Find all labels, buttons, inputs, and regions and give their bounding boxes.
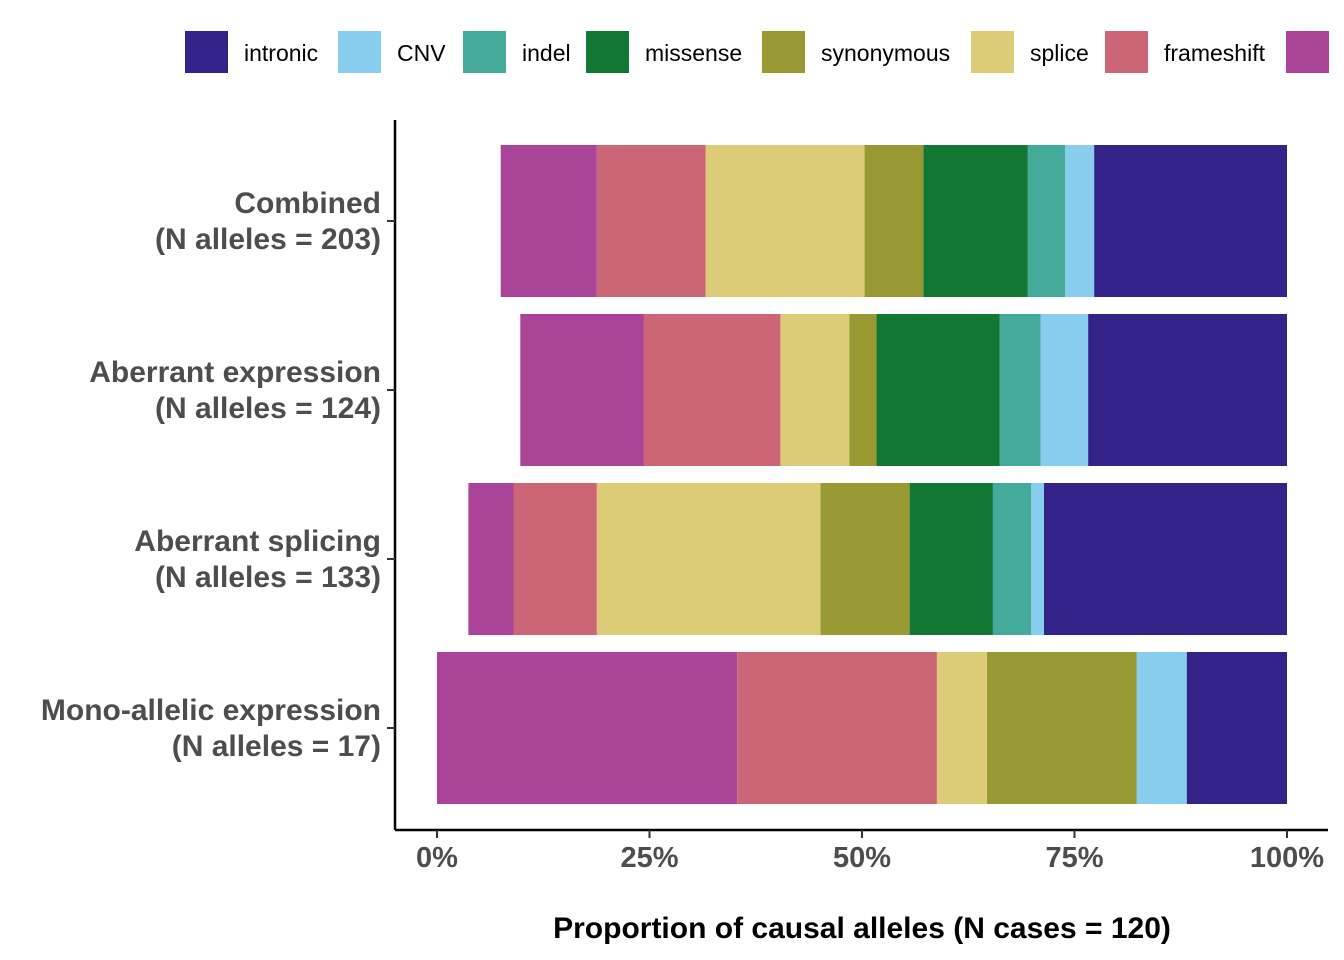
- x-tick-label: 100%: [1250, 842, 1324, 874]
- bar-segment: [596, 145, 706, 297]
- legend-label: indel: [522, 40, 571, 66]
- legend-swatch: [586, 31, 629, 73]
- y-axis-ticks: Combined(N alleles = 203) Aberrant expres…: [41, 187, 395, 763]
- legend-label: intronic: [244, 40, 318, 66]
- legend-swatch: [185, 31, 228, 73]
- category-sublabel: (N alleles = 203): [155, 223, 381, 256]
- bar-segment: [468, 483, 514, 635]
- legend-swatch: [971, 31, 1014, 73]
- legend-swatch: [1286, 31, 1329, 73]
- bar-segment: [876, 314, 1000, 466]
- bar-segment: [1043, 483, 1287, 635]
- bar-segment: [1031, 483, 1044, 635]
- legend-label: synonymous: [821, 40, 950, 66]
- bar-segment: [780, 314, 850, 466]
- category-sublabel: (N alleles = 124): [155, 392, 381, 425]
- bar-segment: [864, 145, 924, 297]
- bar-segment: [1088, 314, 1287, 466]
- bar-segment: [849, 314, 877, 466]
- bar-segment: [1186, 652, 1287, 804]
- legend: intronic CNV indel missense synonymous splice…: [185, 31, 1329, 73]
- category-label: Aberrant splicing: [134, 525, 381, 558]
- legend-swatch: [463, 31, 506, 73]
- legend-label: CNV: [397, 40, 446, 66]
- bar-segment: [923, 145, 1028, 297]
- x-axis-title: Proportion of causal alleles (N cases = …: [553, 912, 1171, 945]
- x-tick-label: 0%: [416, 842, 458, 874]
- bar-segment: [820, 483, 910, 635]
- bar-segment: [705, 145, 865, 297]
- bar-segment: [513, 483, 597, 635]
- bar-segment: [1094, 145, 1287, 297]
- x-axis-ticks: 0% 25% 50% 75% 100%: [416, 830, 1324, 874]
- bar-segment: [643, 314, 781, 466]
- bar-segment: [500, 145, 597, 297]
- legend-label: missense: [645, 40, 742, 66]
- legend-label: frameshift: [1164, 40, 1266, 66]
- x-tick-label: 75%: [1045, 842, 1103, 874]
- bar-segment: [737, 652, 937, 804]
- bar-segment: [987, 652, 1137, 804]
- bar-segment: [520, 314, 644, 466]
- bar-segment: [999, 314, 1041, 466]
- category-sublabel: (N alleles = 133): [155, 561, 381, 594]
- bar-segment: [437, 652, 737, 804]
- bar-segment: [1065, 145, 1095, 297]
- legend-label: splice: [1030, 40, 1089, 66]
- bar-segment: [1040, 314, 1089, 466]
- x-tick-label: 25%: [620, 842, 678, 874]
- plot-bars: [437, 145, 1287, 804]
- bar-segment: [936, 652, 987, 804]
- bar-segment: [596, 483, 821, 635]
- category-sublabel: (N alleles = 17): [172, 730, 381, 763]
- bar-segment: [992, 483, 1032, 635]
- category-label: Mono-allelic expression: [41, 694, 381, 727]
- bar-segment: [909, 483, 993, 635]
- legend-swatch: [762, 31, 805, 73]
- legend-swatch: [338, 31, 381, 73]
- category-label: Combined: [234, 187, 381, 220]
- bar-segment: [1136, 652, 1187, 804]
- legend-swatch: [1105, 31, 1148, 73]
- category-label: Aberrant expression: [89, 356, 381, 389]
- x-tick-label: 50%: [833, 842, 891, 874]
- bar-segment: [1027, 145, 1066, 297]
